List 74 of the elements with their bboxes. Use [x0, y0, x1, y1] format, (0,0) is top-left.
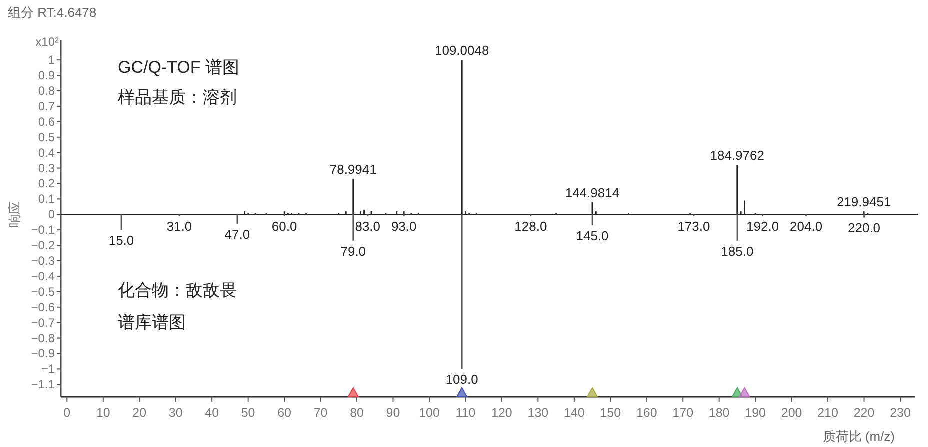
- x-tick-label: 40: [205, 406, 220, 420]
- annotation: 204.0: [790, 219, 823, 234]
- x-tick-label: 180: [708, 406, 730, 420]
- y-tick-label: −0.7: [31, 316, 56, 330]
- y-tick-label: −0.3: [31, 254, 56, 268]
- x-tick-label: 120: [492, 406, 512, 420]
- x-tick-label: 170: [672, 406, 694, 420]
- y-tick-label: −0.9: [31, 346, 56, 361]
- y-tick-label: −1.1: [31, 378, 56, 392]
- x-tick-label: 130: [528, 406, 549, 420]
- y-axis-title: 响应: [7, 202, 22, 228]
- chart-title: 组分 RT:4.6478: [8, 5, 97, 20]
- x-tick-label: 20: [132, 406, 147, 420]
- text: x10²: [36, 35, 60, 49]
- y-tick-label: 0.8: [38, 84, 56, 98]
- annotation: 220.0: [848, 220, 881, 236]
- x-tick-label: 70: [314, 406, 328, 420]
- y-tick-label: 0.9: [38, 68, 56, 83]
- x-tick-label: 0: [64, 406, 71, 420]
- annotation: 109.0048: [434, 43, 490, 58]
- annotation: 219.9451: [836, 194, 892, 210]
- y-tick-label: 0.1: [38, 192, 56, 206]
- x-tick-label: 110: [456, 406, 476, 420]
- y-tick-label: −0.4: [31, 269, 56, 284]
- annotation: 192.0: [746, 219, 780, 234]
- annotation: 185.0: [721, 244, 754, 259]
- x-tick-label: 210: [818, 406, 839, 420]
- annotation: 79.0: [340, 244, 366, 259]
- y-tick-label: 0.5: [38, 130, 56, 144]
- annotation: 谱库谱图: [118, 313, 186, 332]
- y-tick-label: 0.4: [38, 146, 56, 160]
- annotation: 83.0: [355, 219, 381, 234]
- x-tick-label: 90: [386, 406, 400, 420]
- y-tick-label: 1: [48, 53, 56, 68]
- annotation: 47.0: [224, 226, 250, 242]
- x-axis-title: 质荷比 (m/z): [822, 429, 895, 444]
- annotation: GC/Q-TOF 谱图: [118, 58, 240, 77]
- annotation: 144.9814: [565, 185, 620, 200]
- annotation: 128.0: [514, 219, 548, 234]
- annotation: 78.9941: [330, 162, 377, 178]
- x-tick-label: 150: [600, 406, 622, 420]
- y-tick-label: 0.2: [38, 176, 56, 191]
- x-tick-label: 190: [745, 406, 766, 420]
- y-tick-label: −0.1: [31, 223, 56, 238]
- y-tick-label: 0.3: [38, 161, 56, 176]
- annotation: 109.0: [446, 372, 478, 388]
- x-tick-label: 10: [96, 406, 110, 420]
- annotation: 化合物：敌敌畏: [118, 281, 237, 300]
- x-tick-label: 50: [241, 406, 256, 420]
- x-tick-label: 80: [350, 406, 364, 420]
- x-tick-label: 220: [854, 406, 875, 420]
- annotation: 60.0: [272, 219, 298, 234]
- annotation: 31.0: [166, 219, 192, 234]
- y-tick-label: 0.7: [38, 99, 56, 114]
- y-tick-label: 0: [48, 208, 56, 222]
- annotation: 184.9762: [710, 148, 764, 164]
- y-tick-label: −0.6: [31, 300, 56, 314]
- x-tick-label: 230: [890, 406, 911, 420]
- x-tick-label: 100: [419, 406, 440, 420]
- x-tick-label: 30: [168, 406, 183, 420]
- y-tick-label: −0.2: [31, 238, 56, 253]
- x-tick-label: 140: [564, 406, 585, 420]
- y-tick-label: 0.6: [38, 114, 56, 129]
- x-tick-label: 60: [278, 406, 292, 420]
- annotation: 93.0: [391, 219, 417, 234]
- annotation: 145.0: [576, 228, 609, 244]
- x-tick-label: 160: [636, 406, 658, 420]
- y-tick-label: −0.5: [31, 284, 56, 299]
- annotation: 173.0: [678, 219, 710, 234]
- x-tick-label: 200: [781, 406, 802, 420]
- annotation: 样品基质：溶剂: [118, 88, 237, 107]
- y-tick-label: −1: [41, 362, 56, 376]
- y-tick-label: −0.8: [31, 331, 56, 346]
- annotation: 15.0: [108, 233, 134, 248]
